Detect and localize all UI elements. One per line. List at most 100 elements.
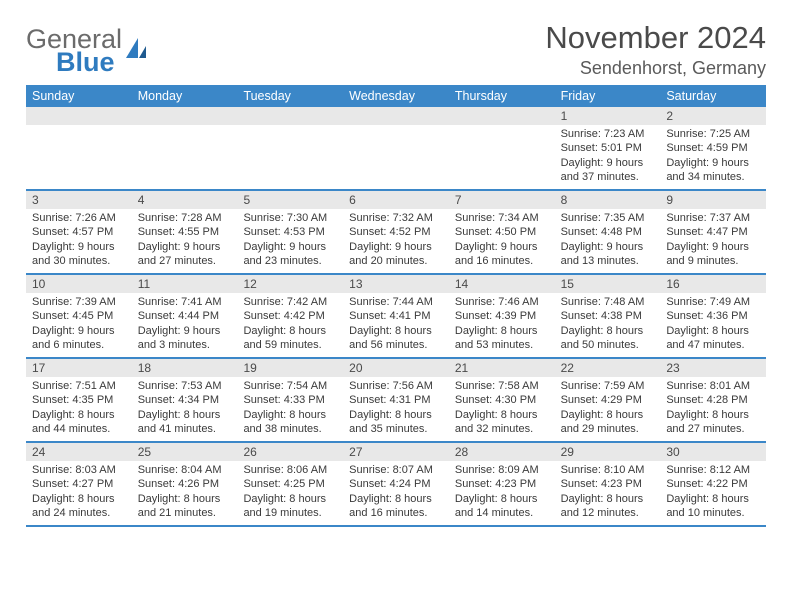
sunrise-text: Sunrise: 8:03 AM (32, 463, 126, 477)
daylight-text: Daylight: 8 hours (455, 408, 549, 422)
week-row: 10Sunrise: 7:39 AMSunset: 4:45 PMDayligh… (26, 275, 766, 359)
day-details: Sunrise: 7:39 AMSunset: 4:45 PMDaylight:… (26, 295, 132, 355)
day-details: Sunrise: 7:41 AMSunset: 4:44 PMDaylight:… (132, 295, 238, 355)
daylight-text: Daylight: 9 hours (138, 324, 232, 338)
brand-logo: General Blue (26, 26, 150, 76)
date-number: 22 (555, 359, 661, 377)
sunset-text: Sunset: 4:48 PM (561, 225, 655, 239)
sunset-text: Sunset: 4:27 PM (32, 477, 126, 491)
sunset-text: Sunset: 4:31 PM (349, 393, 443, 407)
day-details: Sunrise: 8:03 AMSunset: 4:27 PMDaylight:… (26, 463, 132, 523)
daylight-text: and 10 minutes. (666, 506, 760, 520)
date-number: 29 (555, 443, 661, 461)
sunset-text: Sunset: 4:42 PM (243, 309, 337, 323)
sunrise-text: Sunrise: 8:01 AM (666, 379, 760, 393)
sunrise-text: Sunrise: 7:34 AM (455, 211, 549, 225)
date-number: 17 (26, 359, 132, 377)
date-number: 3 (26, 191, 132, 209)
day-cell: 18Sunrise: 7:53 AMSunset: 4:34 PMDayligh… (132, 359, 238, 441)
daylight-text: and 12 minutes. (561, 506, 655, 520)
day-cell: 14Sunrise: 7:46 AMSunset: 4:39 PMDayligh… (449, 275, 555, 357)
day-details: Sunrise: 8:04 AMSunset: 4:26 PMDaylight:… (132, 463, 238, 523)
day-details: Sunrise: 7:28 AMSunset: 4:55 PMDaylight:… (132, 211, 238, 271)
date-number: 26 (237, 443, 343, 461)
day-details: Sunrise: 7:54 AMSunset: 4:33 PMDaylight:… (237, 379, 343, 439)
sunset-text: Sunset: 4:24 PM (349, 477, 443, 491)
daylight-text: Daylight: 9 hours (32, 324, 126, 338)
day-cell: 15Sunrise: 7:48 AMSunset: 4:38 PMDayligh… (555, 275, 661, 357)
daylight-text: Daylight: 9 hours (138, 240, 232, 254)
sunrise-text: Sunrise: 7:25 AM (666, 127, 760, 141)
sunset-text: Sunset: 4:34 PM (138, 393, 232, 407)
day-cell: 6Sunrise: 7:32 AMSunset: 4:52 PMDaylight… (343, 191, 449, 273)
daylight-text: and 29 minutes. (561, 422, 655, 436)
sunrise-text: Sunrise: 7:44 AM (349, 295, 443, 309)
daylight-text: Daylight: 8 hours (138, 492, 232, 506)
daylight-text: and 16 minutes. (455, 254, 549, 268)
day-details: Sunrise: 8:01 AMSunset: 4:28 PMDaylight:… (660, 379, 766, 439)
sunset-text: Sunset: 5:01 PM (561, 141, 655, 155)
sunrise-text: Sunrise: 7:59 AM (561, 379, 655, 393)
day-cell (237, 107, 343, 189)
day-cell: 2Sunrise: 7:25 AMSunset: 4:59 PMDaylight… (660, 107, 766, 189)
day-cell: 28Sunrise: 8:09 AMSunset: 4:23 PMDayligh… (449, 443, 555, 525)
day-cell: 20Sunrise: 7:56 AMSunset: 4:31 PMDayligh… (343, 359, 449, 441)
daylight-text: Daylight: 8 hours (243, 408, 337, 422)
day-header: Tuesday (237, 85, 343, 107)
date-number (237, 107, 343, 125)
sunrise-text: Sunrise: 7:32 AM (349, 211, 443, 225)
day-cell: 25 Sunrise: 8:04 AMSunset: 4:26 PMDayligh… (132, 443, 238, 525)
brand-line2: Blue (56, 49, 122, 76)
date-number: 23 (660, 359, 766, 377)
sunrise-text: Sunrise: 7:51 AM (32, 379, 126, 393)
sunset-text: Sunset: 4:53 PM (243, 225, 337, 239)
sunset-text: Sunset: 4:29 PM (561, 393, 655, 407)
daylight-text: and 24 minutes. (32, 506, 126, 520)
day-details: Sunrise: 7:58 AMSunset: 4:30 PMDaylight:… (449, 379, 555, 439)
daylight-text: and 59 minutes. (243, 338, 337, 352)
date-number: 24 (26, 443, 132, 461)
daylight-text: and 20 minutes. (349, 254, 443, 268)
sunset-text: Sunset: 4:38 PM (561, 309, 655, 323)
calendar: Sunday Monday Tuesday Wednesday Thursday… (26, 85, 766, 527)
date-number: 7 (449, 191, 555, 209)
sunset-text: Sunset: 4:25 PM (243, 477, 337, 491)
sail-icon (124, 36, 150, 67)
day-details: Sunrise: 7:53 AMSunset: 4:34 PMDaylight:… (132, 379, 238, 439)
sunset-text: Sunset: 4:26 PM (138, 477, 232, 491)
week-row: 17 Sunrise: 7:51 AMSunset: 4:35 PM Dayligh… (26, 359, 766, 443)
day-details: Sunrise: 8:10 AMSunset: 4:23 PMDaylight:… (555, 463, 661, 523)
date-number: 16 (660, 275, 766, 293)
date-number (449, 107, 555, 125)
sunset-text: Sunset: 4:30 PM (455, 393, 549, 407)
date-number: 1 (555, 107, 661, 125)
sunset-text: Sunset: 4:52 PM (349, 225, 443, 239)
day-cell: 24 Sunrise: 8:03 AMSunset: 4:27 PMDayligh… (26, 443, 132, 525)
day-cell: 8Sunrise: 7:35 AMSunset: 4:48 PMDaylight… (555, 191, 661, 273)
day-cell: 19Sunrise: 7:54 AMSunset: 4:33 PMDayligh… (237, 359, 343, 441)
sunrise-text: Sunrise: 7:26 AM (32, 211, 126, 225)
day-cell: 16Sunrise: 7:49 AMSunset: 4:36 PMDayligh… (660, 275, 766, 357)
date-number: 4 (132, 191, 238, 209)
sunrise-text: Sunrise: 7:37 AM (666, 211, 760, 225)
day-cell: 27Sunrise: 8:07 AMSunset: 4:24 PMDayligh… (343, 443, 449, 525)
sunset-text: Sunset: 4:57 PM (32, 225, 126, 239)
daylight-text: and 32 minutes. (455, 422, 549, 436)
day-header: Sunday (26, 85, 132, 107)
day-details: Sunrise: 7:30 AMSunset: 4:53 PMDaylight:… (237, 211, 343, 271)
sunset-text: Sunset: 4:59 PM (666, 141, 760, 155)
daylight-text: and 19 minutes. (243, 506, 337, 520)
daylight-text: and 27 minutes. (666, 422, 760, 436)
sunset-text: Sunset: 4:23 PM (561, 477, 655, 491)
day-cell: 26Sunrise: 8:06 AMSunset: 4:25 PMDayligh… (237, 443, 343, 525)
date-number: 6 (343, 191, 449, 209)
day-cell: 21Sunrise: 7:58 AMSunset: 4:30 PMDayligh… (449, 359, 555, 441)
daylight-text: Daylight: 8 hours (349, 492, 443, 506)
daylight-text: Daylight: 9 hours (32, 240, 126, 254)
daylight-text: and 21 minutes. (138, 506, 232, 520)
sunrise-text: Sunrise: 7:39 AM (32, 295, 126, 309)
date-number: 25 (132, 443, 238, 461)
sunrise-text: Sunrise: 8:12 AM (666, 463, 760, 477)
day-cell (449, 107, 555, 189)
sunset-text: Sunset: 4:35 PM (32, 393, 126, 407)
